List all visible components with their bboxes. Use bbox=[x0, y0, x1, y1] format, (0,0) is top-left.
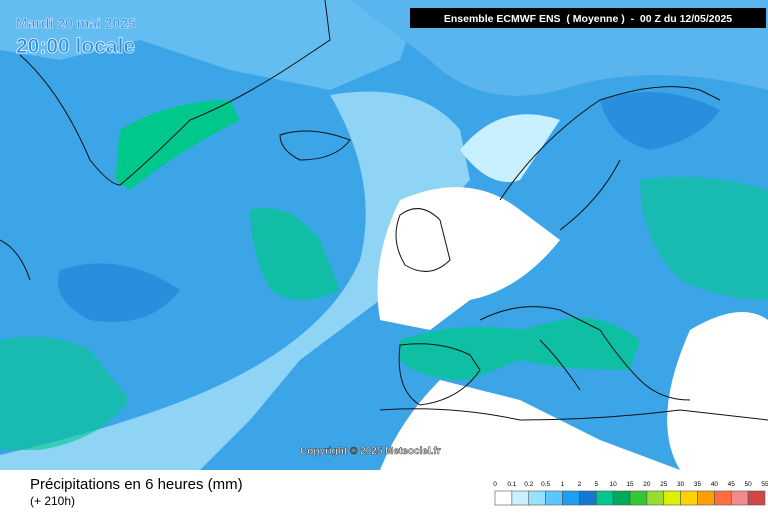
legend-swatch bbox=[562, 490, 580, 506]
legend-swatch bbox=[646, 490, 665, 506]
legend-label: 0.1 bbox=[507, 481, 516, 488]
footer-subtitle: (+ 210h) bbox=[30, 494, 75, 508]
legend-label: 2 bbox=[578, 481, 582, 488]
valid-date: Mardi 20 mai 2025 bbox=[16, 15, 136, 31]
coastlines bbox=[0, 0, 768, 421]
legend-label: 1 bbox=[561, 481, 565, 488]
header-box: Ensemble ECMWF ENS ( Moyenne ) - 00 Z du… bbox=[410, 8, 766, 28]
legend: 0 0.1 0.2 0.5 1 2 5 10 15 20 25 30 35 40 45 50 55 bbox=[493, 481, 768, 506]
legend-swatch bbox=[528, 490, 546, 506]
legend-swatch bbox=[680, 490, 698, 506]
copyright: Copyright © 2025 Meteociel.fr bbox=[300, 446, 441, 457]
legend-swatch bbox=[511, 490, 530, 506]
legend-label: 25 bbox=[660, 481, 668, 488]
legend-label: 55 bbox=[761, 481, 768, 488]
legend-label: 20 bbox=[643, 481, 651, 488]
legend-swatch bbox=[494, 490, 513, 506]
legend-swatch bbox=[595, 490, 614, 506]
legend-swatch bbox=[579, 490, 597, 506]
legend-label: 5 bbox=[594, 481, 598, 488]
legend-label: 30 bbox=[677, 481, 685, 488]
precip-field bbox=[0, 0, 768, 471]
legend-swatch bbox=[697, 490, 715, 506]
legend-label: 45 bbox=[728, 481, 736, 488]
legend-swatch bbox=[747, 490, 766, 506]
local-time: 20:00 locale bbox=[16, 35, 135, 58]
legend-label: 0 bbox=[493, 481, 497, 488]
model-run: Ensemble ECMWF ENS ( Moyenne ) - 00 Z du… bbox=[444, 13, 732, 25]
legend-swatch bbox=[629, 490, 648, 506]
legend-swatch bbox=[663, 490, 681, 506]
legend-label: 40 bbox=[711, 481, 719, 488]
legend-label: 0.2 bbox=[524, 481, 533, 488]
legend-label: 15 bbox=[626, 481, 634, 488]
legend-swatch bbox=[714, 490, 732, 506]
footer-title: Précipitations en 6 heures (mm) bbox=[30, 476, 243, 493]
legend-label: 10 bbox=[610, 481, 618, 488]
legend-label: 0.5 bbox=[541, 481, 550, 488]
legend-swatch bbox=[612, 490, 631, 506]
legend-swatch bbox=[545, 490, 563, 506]
legend-label: 50 bbox=[745, 481, 753, 488]
legend-label: 35 bbox=[694, 481, 702, 488]
legend-swatch bbox=[730, 490, 749, 506]
